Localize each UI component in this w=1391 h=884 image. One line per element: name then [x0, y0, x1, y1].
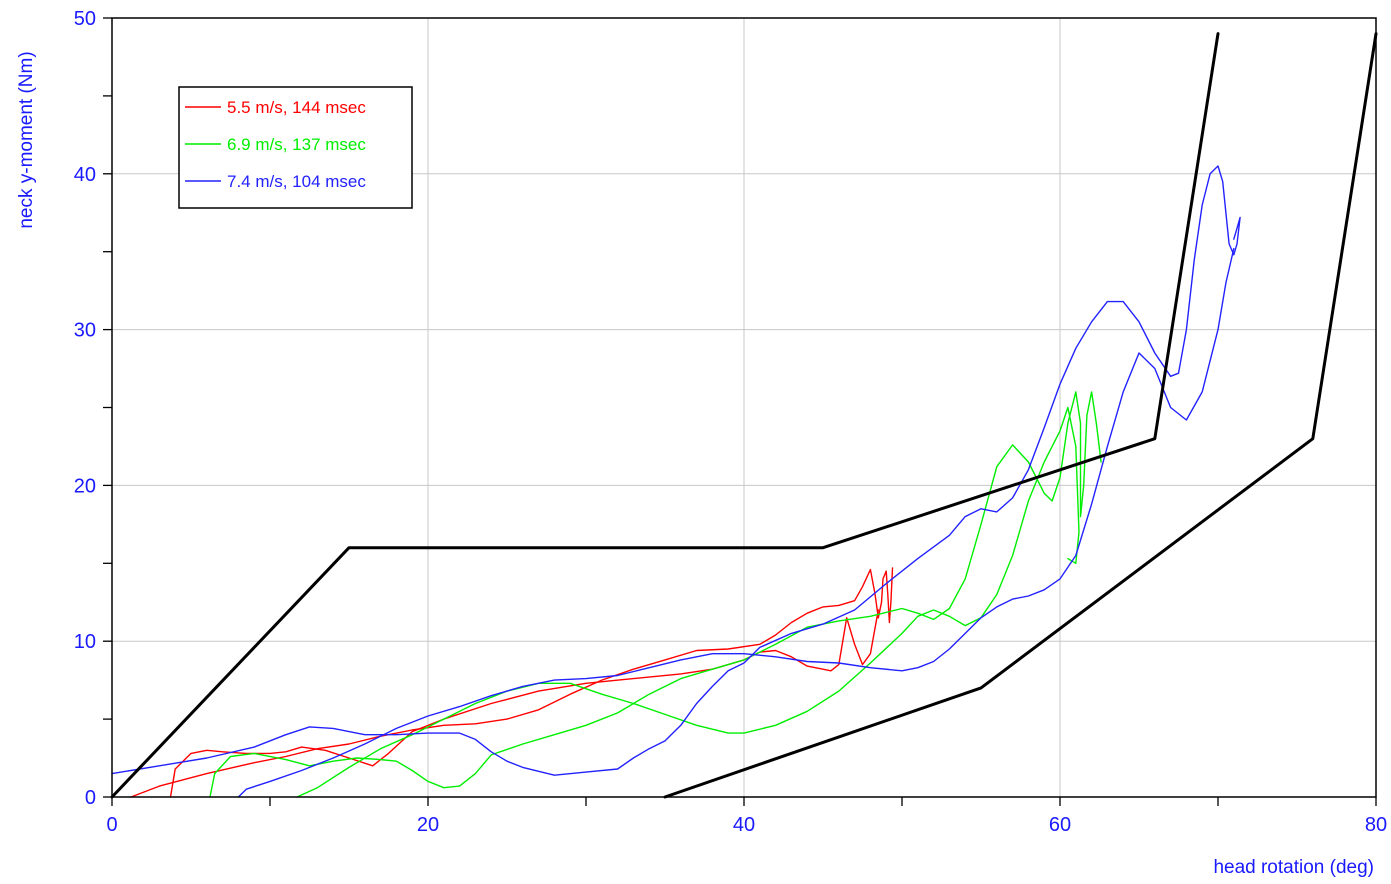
plot-curves	[110, 32, 1378, 799]
x-tick-label: 0	[106, 814, 117, 836]
y-tick-label: 20	[74, 475, 96, 497]
x-tick-label: 40	[733, 814, 755, 836]
series-line-2	[209, 391, 1102, 798]
axis-ticks	[103, 17, 1377, 806]
y-tick-label: 10	[74, 631, 96, 653]
corridor-boundary-line	[663, 32, 1378, 799]
legend-entry: 7.4 m/s, 104 msec	[227, 172, 366, 191]
x-tick-label: 20	[417, 814, 439, 836]
y-tick-label: 0	[85, 787, 96, 809]
x-tick-label: 80	[1365, 814, 1387, 836]
y-tick-label: 30	[74, 320, 96, 342]
legend-entry: 5.5 m/s, 144 msec	[227, 98, 366, 117]
series-line-3	[111, 165, 1241, 776]
y-axis-label: neck y-moment (Nm)	[16, 51, 37, 228]
corridor-boundary-line	[110, 32, 1220, 799]
series-line-1	[130, 567, 894, 798]
y-tick-label: 40	[74, 164, 96, 186]
y-tick-label: 50	[74, 8, 96, 30]
series-line-3	[237, 247, 1235, 798]
legend: 5.5 m/s, 144 msec 6.9 m/s, 137 msec 7.4 m/…	[178, 86, 413, 209]
x-tick-labels: 0 20 40 60 80	[106, 814, 1387, 836]
x-axis-label: head rotation (deg)	[1213, 857, 1374, 878]
x-tick-label: 60	[1049, 814, 1071, 836]
legend-entry: 6.9 m/s, 137 msec	[227, 135, 366, 154]
series-line-1	[169, 609, 879, 798]
y-tick-labels: 0 10 20 30 40 50	[74, 8, 96, 809]
series-line-2	[296, 406, 1080, 798]
